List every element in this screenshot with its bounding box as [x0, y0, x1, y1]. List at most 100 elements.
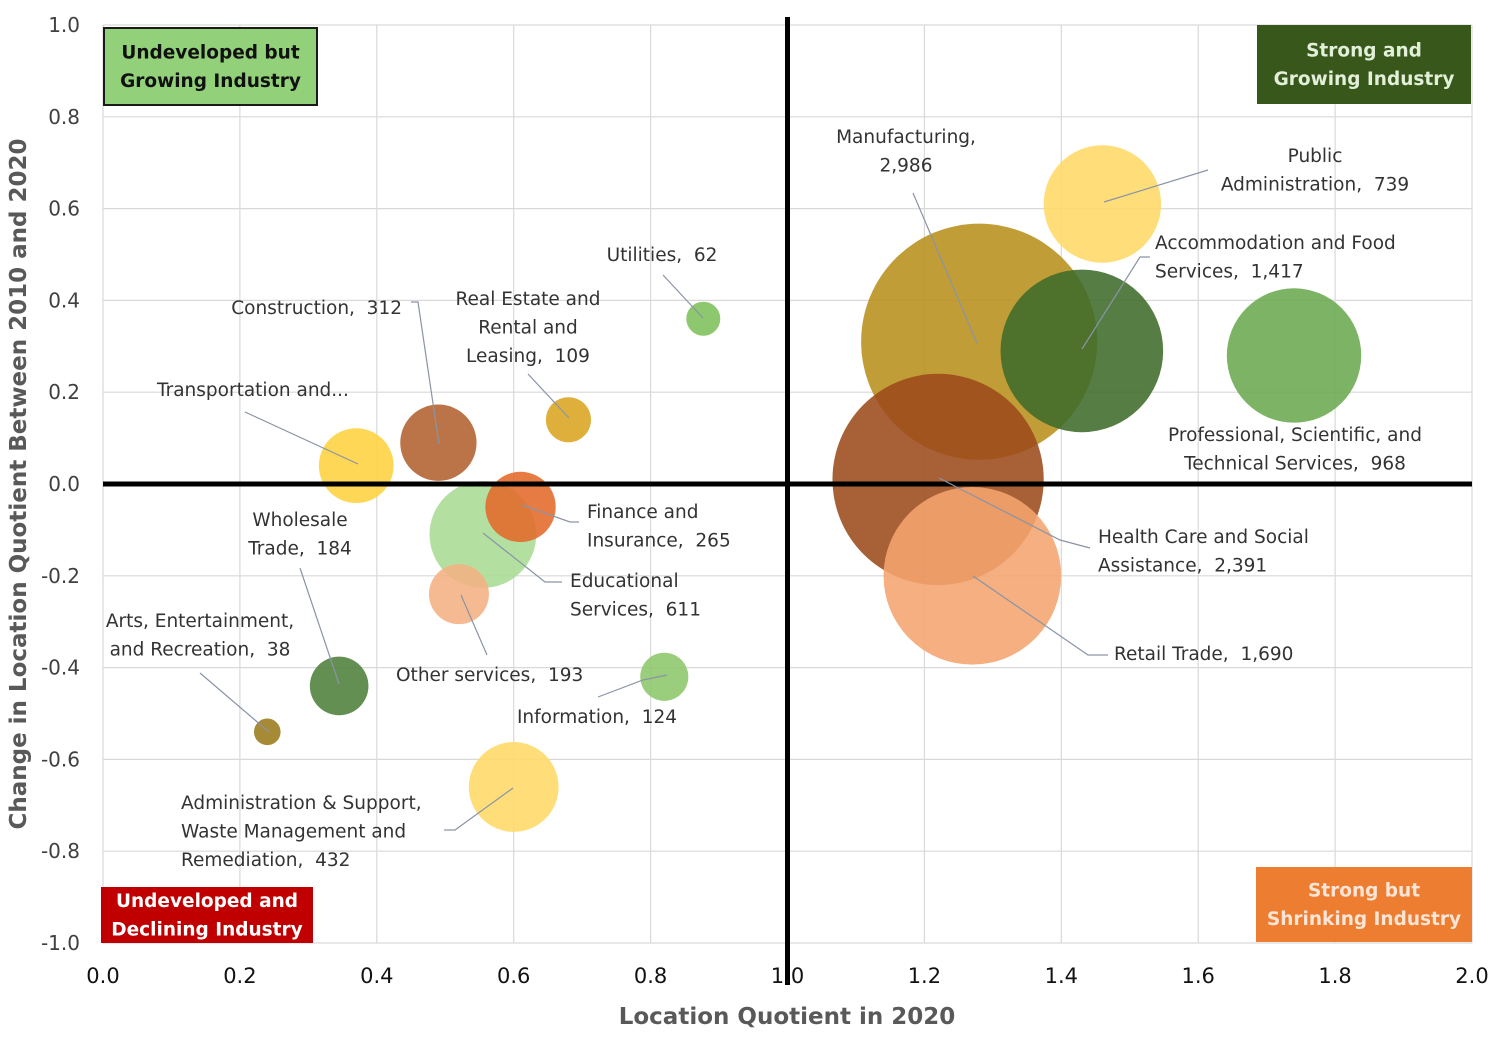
data-label-line: Educational — [570, 571, 679, 592]
quadrant-strong-shrinking: Strong but Shrinking Industry — [1256, 867, 1472, 942]
reference-lines — [103, 17, 1472, 985]
quadrant-box — [1257, 25, 1471, 104]
x-tick-label: 2.0 — [1455, 964, 1488, 988]
data-label-line: Retail Trade, 1,690 — [1114, 644, 1293, 665]
y-tick-label: 0.4 — [48, 288, 80, 312]
y-tick-label: 0.0 — [48, 472, 80, 496]
data-label-line: Waste Management and — [181, 822, 406, 843]
quadrant-label: Growing Industry — [120, 71, 301, 92]
quadrant-box — [103, 27, 318, 106]
quadrant-label: Strong but — [1308, 881, 1420, 902]
data-label: Health Care and Social Assistance, 2,391 — [1098, 527, 1309, 577]
data-label: Manufacturing, 2,986 — [836, 127, 976, 177]
bubble-administration-support-waste-management-and-remediation — [468, 742, 559, 832]
data-label-line: Accommodation and Food — [1155, 233, 1396, 254]
x-tick-label: 0.6 — [497, 964, 530, 988]
data-label-line: 2,986 — [880, 156, 933, 177]
quadrant-strong-growing: Strong and Growing Industry — [1257, 25, 1471, 104]
data-label: Arts, Entertainment, and Recreation, 38 — [106, 611, 294, 661]
data-label: Transportation and... — [156, 380, 349, 401]
data-label-line: Services, 611 — [570, 600, 701, 621]
data-label: Construction, 312 — [231, 298, 402, 319]
data-label-line: Insurance, 265 — [587, 531, 731, 552]
data-label-line: Technical Services, 968 — [1183, 454, 1406, 475]
leader-line — [460, 594, 488, 656]
y-tick-label: -0.4 — [41, 656, 80, 680]
quadrant-box — [101, 887, 313, 943]
quadrant-label: Growing Industry — [1274, 69, 1455, 90]
x-axis-title: Location Quotient in 2020 — [619, 1004, 956, 1030]
y-tick-label: -0.6 — [41, 747, 80, 771]
quadrant-label: Undeveloped and — [116, 891, 298, 912]
bubble-utilities — [686, 301, 721, 336]
x-tick-label: 0.2 — [223, 964, 256, 988]
data-label-line: Trade, 184 — [247, 539, 352, 560]
data-label: Educational Services, 611 — [570, 571, 701, 621]
bubble-professional-scientific-and-technical-services — [1226, 288, 1362, 423]
quadrant-label: Undeveloped but — [121, 43, 300, 64]
leader-line — [521, 504, 579, 523]
data-label: Real Estate and Rental and Leasing, 109 — [455, 289, 600, 367]
quadrant-label: Strong and — [1306, 41, 1422, 62]
data-label-line: Manufacturing, — [836, 127, 976, 148]
leader-line — [244, 411, 359, 465]
bubble-accommodation-and-food-services — [1000, 269, 1164, 433]
data-label: Other services, 193 — [396, 665, 583, 686]
bubble-wholesale-trade — [309, 656, 369, 716]
bubble-retail-trade — [883, 487, 1062, 665]
x-tick-label: 0.4 — [360, 964, 393, 988]
data-label-line: Finance and — [587, 502, 698, 523]
axis-ticks: 0.0 0.2 0.4 0.6 0.8 1.0 1.2 1.4 1.6 1.8 2.0 1.0 0.8 0… — [41, 13, 1489, 988]
y-axis-title: Change in Location Quotient Between 2010… — [6, 138, 32, 829]
leader-line — [912, 192, 978, 344]
data-label-line: Wholesale — [252, 510, 347, 531]
data-label-line: Transportation and... — [156, 380, 349, 401]
data-label-line: Professional, Scientific, and — [1168, 425, 1422, 446]
leader-line — [299, 567, 340, 685]
leader-line — [444, 787, 514, 831]
leader-line — [527, 373, 570, 419]
data-label-line: Rental and — [478, 318, 578, 339]
data-label-line: Utilities, 62 — [607, 245, 718, 266]
leader-line — [972, 575, 1108, 656]
leader-lines — [199, 169, 1209, 831]
leader-line — [411, 301, 440, 445]
x-tick-label: 0.8 — [634, 964, 667, 988]
y-tick-label: 0.2 — [48, 380, 80, 404]
quadrant-label: Declining Industry — [111, 920, 302, 941]
bubble-information — [640, 652, 689, 701]
bubble-real-estate-and-rental-and-leasing — [545, 397, 592, 443]
quadrant-undeveloped-declining: Undeveloped and Declining Industry — [101, 887, 313, 943]
data-label-line: Public — [1288, 146, 1343, 167]
data-label-line: Administration & Support, — [181, 793, 422, 814]
data-labels: Manufacturing, 2,986 Health Care and Socia… — [106, 127, 1422, 871]
leader-line — [597, 674, 668, 698]
y-tick-label: 1.0 — [48, 13, 80, 37]
leader-line — [1081, 256, 1150, 350]
data-label: Retail Trade, 1,690 — [1114, 644, 1293, 665]
leader-line — [482, 532, 562, 583]
leader-line — [662, 274, 704, 319]
bubble-other-services — [428, 564, 489, 625]
data-label-line: Other services, 193 — [396, 665, 583, 686]
y-tick-label: -0.2 — [41, 564, 80, 588]
x-tick-label: 1.8 — [1318, 964, 1351, 988]
data-label-line: Remediation, 432 — [181, 850, 350, 871]
y-tick-label: -1.0 — [41, 931, 80, 955]
data-label-line: Information, 124 — [517, 707, 677, 728]
data-label-line: Health Care and Social — [1098, 527, 1309, 548]
bubble-transportation-and — [318, 428, 394, 504]
y-tick-label: 0.6 — [48, 197, 80, 221]
x-tick-label: 1.4 — [1045, 964, 1078, 988]
data-label: Accommodation and Food Services, 1,417 — [1155, 233, 1396, 283]
data-label-line: Services, 1,417 — [1155, 262, 1304, 283]
quadrant-undeveloped-growing: Undeveloped but Growing Industry — [103, 27, 318, 106]
data-label-line: Leasing, 109 — [466, 346, 590, 367]
y-tick-label: -0.8 — [41, 839, 80, 863]
data-label: Professional, Scientific, and Technical S… — [1168, 425, 1422, 475]
data-label: Finance and Insurance, 265 — [587, 502, 731, 552]
data-label: Utilities, 62 — [607, 245, 718, 266]
bubbles — [253, 145, 1362, 832]
